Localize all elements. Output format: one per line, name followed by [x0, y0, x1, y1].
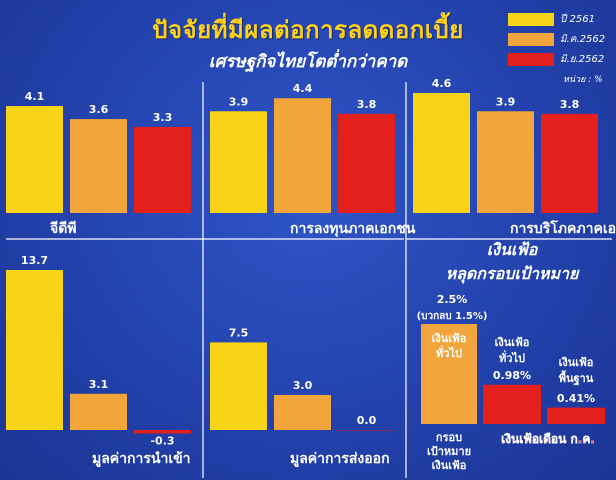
axis-label: เป้าหมาย	[427, 445, 471, 458]
data-label: 4.1	[25, 90, 45, 103]
legend-swatch	[508, 13, 554, 26]
panel-title: เงินเฟ้อ	[487, 240, 539, 259]
bar	[338, 113, 395, 213]
data-label: 4.6	[432, 77, 452, 90]
legend-item: มิ.ค.2562	[508, 31, 612, 51]
data-label: 3.9	[496, 95, 516, 108]
data-label: 7.5	[229, 326, 249, 339]
data-label: 2.5%	[437, 293, 468, 306]
legend: ปี 2561 มิ.ค.2562 มิ.ย.2562	[508, 11, 612, 71]
axis-label: มูลค่าการนำเข้า	[92, 451, 191, 467]
page-title: ปัจจัยที่มีผลต่อการลดดอกเบี้ย	[152, 16, 464, 44]
data-label: 3.0	[293, 379, 313, 392]
bar	[70, 393, 127, 430]
data-label: 0.41%	[557, 392, 595, 405]
bar	[210, 342, 267, 430]
bar	[274, 98, 331, 213]
legend-item: มิ.ย.2562	[508, 51, 612, 71]
bar	[6, 270, 63, 430]
data-label: 0.98%	[493, 369, 531, 382]
bar	[274, 394, 331, 430]
bar-name: เงินเฟ้อ	[559, 356, 594, 369]
data-label: 13.7	[21, 254, 48, 267]
data-label: 4.4	[293, 82, 313, 95]
bar-name: ทั่วไป	[436, 345, 462, 360]
bar	[134, 430, 191, 434]
data-label: 3.8	[560, 98, 580, 111]
legend-label: มิ.ค.2562	[560, 34, 606, 45]
bar	[338, 430, 395, 431]
data-label: 3.3	[153, 111, 173, 124]
data-label: -0.3	[150, 435, 174, 448]
bar	[477, 111, 534, 213]
data-label: 3.6	[89, 103, 109, 116]
axis-label: มูลค่าการส่งออก	[290, 451, 390, 467]
data-label: 0.0	[357, 414, 377, 427]
data-label: (บวกลบ 1.5%)	[417, 311, 488, 322]
page-subtitle: เศรษฐกิจไทยโตต่ำกว่าคาด	[208, 52, 408, 72]
axis-label: การลงทุนภาคเอกชน	[290, 221, 416, 237]
bar-name: เงินเฟ้อ	[495, 336, 530, 349]
axis-label: เงินเฟ้อ	[432, 459, 467, 472]
legend-swatch	[508, 33, 554, 46]
legend-item: ปี 2561	[508, 11, 612, 31]
axis-label: เงินเฟ้อเดือน ก.ค.	[501, 432, 595, 446]
data-label: 3.9	[229, 95, 249, 108]
axis-label: การบริโภคภาคเอกชน	[510, 219, 616, 237]
bar	[483, 384, 541, 424]
axis-label: จีดีพี	[49, 221, 76, 237]
bar	[421, 324, 477, 424]
bar	[134, 126, 191, 213]
data-label: 3.8	[357, 98, 377, 111]
bar-name: พื้นฐาน	[559, 370, 594, 386]
unit-label: หน่วย : %	[563, 75, 603, 85]
bar	[541, 113, 598, 213]
panel-title: หลุดกรอบเป้าหมาย	[446, 264, 580, 284]
axis-label: กรอบ	[436, 431, 462, 444]
bar-name: ทั่วไป	[499, 350, 525, 365]
legend-label: มิ.ย.2562	[560, 54, 605, 65]
bar	[210, 111, 267, 213]
data-label: 3.1	[89, 378, 109, 391]
bar	[70, 119, 127, 213]
legend-label: ปี 2561	[560, 14, 595, 25]
bar	[6, 106, 63, 213]
bar	[547, 407, 605, 424]
bar	[413, 93, 470, 213]
bar-name: เงินเฟ้อ	[432, 332, 467, 345]
legend-swatch	[508, 53, 554, 66]
